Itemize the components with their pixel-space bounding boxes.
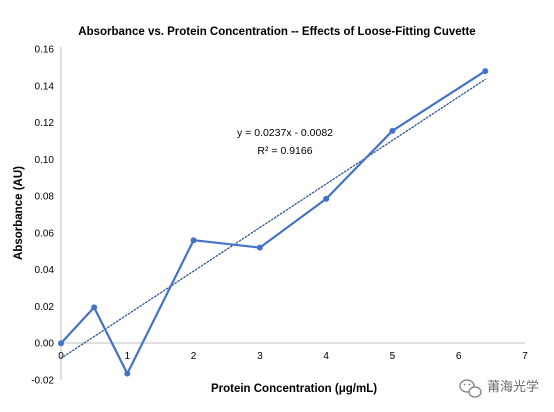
axes-group xyxy=(60,47,525,380)
series-group xyxy=(58,68,489,377)
data-point xyxy=(58,340,64,347)
x-tick-label: 3 xyxy=(257,351,263,362)
r-squared-annotation: R² = 0.9166 xyxy=(257,145,312,157)
y-tick-label: 0.16 xyxy=(35,45,55,56)
x-tick-label: 2 xyxy=(191,351,197,362)
x-tick-label: 6 xyxy=(456,351,462,362)
data-point xyxy=(389,127,396,134)
y-tick-label: 0.00 xyxy=(35,339,55,350)
y-tick-label: 0.08 xyxy=(35,192,55,203)
data-point xyxy=(124,370,131,377)
x-axis-title: Protein Concentration (μg/mL) xyxy=(211,383,377,395)
data-point xyxy=(482,68,489,75)
data-point xyxy=(91,304,98,311)
trendline-group xyxy=(60,78,486,359)
data-point xyxy=(190,237,197,244)
x-tick-label: 0 xyxy=(58,351,64,362)
trendline xyxy=(60,78,486,359)
x-tick-label: 4 xyxy=(323,351,329,362)
equation-annotation: y = 0.0237x - 0.0082 xyxy=(237,127,333,139)
y-tick-label: 0.02 xyxy=(35,302,55,313)
watermark-text: 莆海光学 xyxy=(487,379,539,395)
y-tick-label: 0.04 xyxy=(35,265,55,276)
chart-title: Absorbance vs. Protein Concentration -- … xyxy=(78,26,475,38)
watermark: 莆海光学 xyxy=(459,379,539,398)
tick-labels-group: -0.02 0.00 0.02 0.04 0.06 0.08 0.10 0.12 0.14 0.1… xyxy=(31,45,528,387)
x-tick-label: 5 xyxy=(390,351,396,362)
y-tick-label: -0.02 xyxy=(31,376,54,387)
y-axis-title: Absorbance (AU) xyxy=(13,166,25,260)
data-point xyxy=(323,195,330,202)
series-line xyxy=(60,70,486,375)
y-tick-label: 0.12 xyxy=(35,118,55,129)
wechat-icon xyxy=(459,379,482,398)
x-tick-label: 1 xyxy=(125,351,131,362)
y-tick-label: 0.14 xyxy=(35,81,55,92)
data-point xyxy=(256,244,263,251)
y-tick-label: 0.06 xyxy=(35,228,55,239)
x-tick-label: 7 xyxy=(522,351,528,362)
y-tick-label: 0.10 xyxy=(35,155,55,166)
